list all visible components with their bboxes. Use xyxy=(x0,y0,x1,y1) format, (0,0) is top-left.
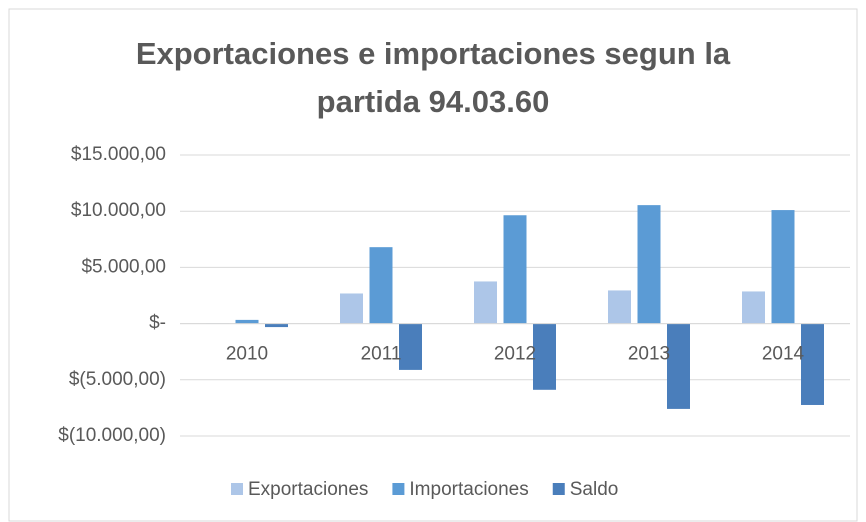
legend-label: Importaciones xyxy=(409,479,528,500)
x-tick-label: 2012 xyxy=(494,344,536,365)
x-tick-label: 2011 xyxy=(361,344,402,365)
bar xyxy=(608,290,631,324)
bar xyxy=(742,291,765,324)
y-tick-label: $(10.000,00) xyxy=(58,425,166,446)
bar xyxy=(801,323,824,405)
legend-swatch xyxy=(231,483,243,495)
y-tick-label: $15.000,00 xyxy=(71,144,166,165)
legend-swatch xyxy=(552,483,565,495)
bar xyxy=(235,319,259,324)
bar xyxy=(533,323,556,390)
y-tick-label: $5.000,00 xyxy=(81,256,166,277)
bar xyxy=(637,205,661,324)
bar xyxy=(503,215,527,324)
bar xyxy=(369,247,393,324)
legend-label: Saldo xyxy=(570,479,619,500)
legend-swatch xyxy=(392,483,405,495)
y-tick-label: $- xyxy=(149,313,166,334)
bar xyxy=(667,323,690,409)
y-tick-label: $(5.000,00) xyxy=(69,369,166,390)
chart-title: Exportaciones e importaciones segun la p… xyxy=(135,36,731,119)
x-tick-label: 2010 xyxy=(226,344,268,365)
y-tick-label: $10.000,00 xyxy=(71,200,166,221)
legend-label: Exportaciones xyxy=(248,479,368,500)
x-tick-label: 2013 xyxy=(628,344,670,365)
bar xyxy=(771,210,795,324)
bar xyxy=(265,323,288,328)
bar xyxy=(474,281,497,324)
bar xyxy=(340,293,363,324)
bar xyxy=(399,323,422,370)
x-tick-label: 2014 xyxy=(762,344,805,365)
